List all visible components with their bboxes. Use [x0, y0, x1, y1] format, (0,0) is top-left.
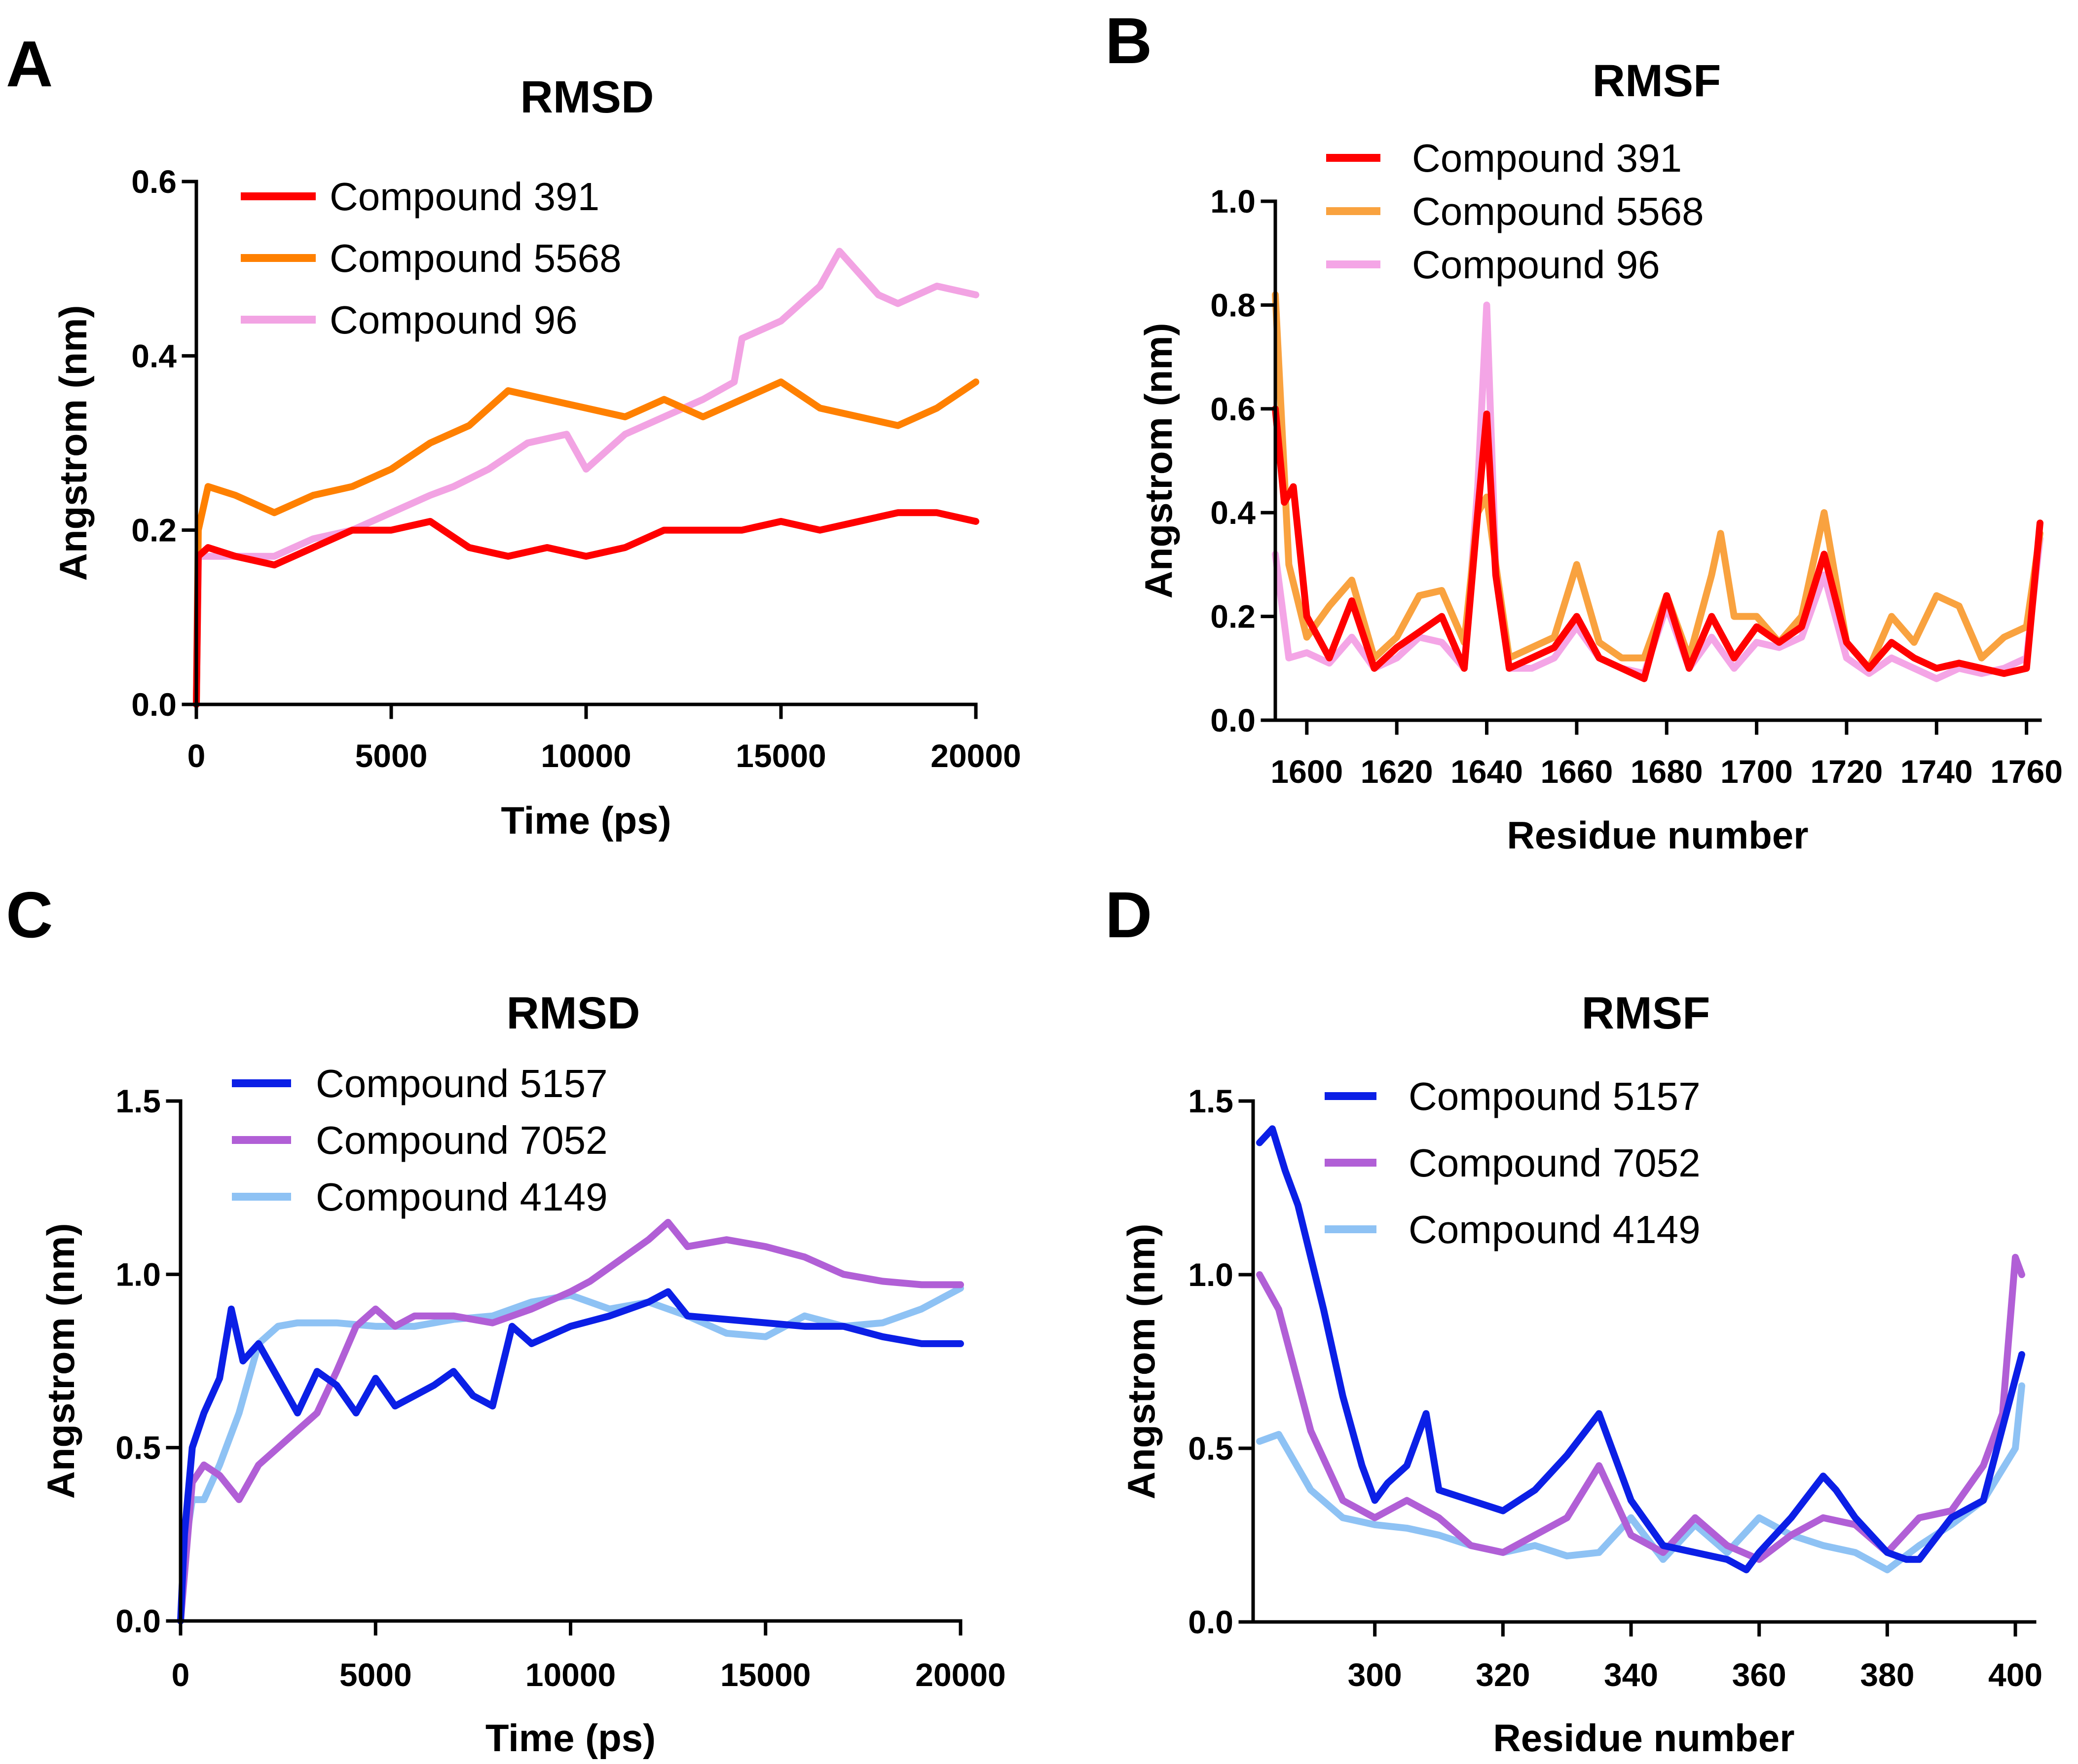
- chart-title: RMSF: [1593, 56, 1721, 106]
- y-tick-label: 1.5: [115, 1083, 161, 1119]
- legend: Compound 5157 Compound 7052 Compound 4149: [232, 1062, 608, 1219]
- x-tick-label: 1620: [1361, 753, 1433, 790]
- legend-label: Compound 96: [1412, 243, 1660, 287]
- series-group: [1272, 291, 2043, 682]
- series-line-compound-5157: [1256, 1125, 2025, 1574]
- x-tick-label: 400: [1988, 1656, 2042, 1693]
- series-line-compound-5157: [177, 1288, 964, 1624]
- chart-title: RMSF: [1582, 988, 1710, 1038]
- y-axis-label: Angstrom (nm): [1137, 323, 1180, 599]
- y-tick-label: 1.5: [1188, 1083, 1233, 1119]
- x-tick-label: 1640: [1450, 753, 1523, 790]
- y-tick-label: 0.0: [1188, 1604, 1233, 1640]
- y-tick-label: 0.0: [115, 1603, 161, 1639]
- legend: Compound 391 Compound 5568 Compound 96: [1326, 136, 1704, 287]
- x-tick-label: 5000: [339, 1656, 412, 1693]
- x-tick-label: 1680: [1631, 753, 1703, 790]
- series-line-compound-4149: [177, 1285, 964, 1624]
- panel-c: C RMSD 0.0 0.5 1.0 1.5 0 5000 10000 15000 20000 Tim…: [6, 879, 1006, 1760]
- x-tick-label: 20000: [915, 1656, 1006, 1693]
- series-line-compound-5568: [1272, 291, 2043, 672]
- legend-label: Compound 5157: [1409, 1074, 1701, 1118]
- legend-label: Compound 7052: [1409, 1141, 1701, 1185]
- panel-a: A RMSD 0.0 0.2 0.4 0.6 0 5000 10000 15000 20000 Tim…: [6, 28, 1021, 842]
- x-tick-label: 300: [1348, 1656, 1402, 1693]
- legend: Compound 5157 Compound 7052 Compound 4149: [1325, 1074, 1701, 1251]
- x-tick-label: 0: [172, 1656, 190, 1693]
- legend-label: Compound 391: [1412, 136, 1682, 180]
- y-tick-label: 0.0: [1210, 702, 1256, 738]
- x-tick-label: 380: [1860, 1656, 1914, 1693]
- series-line-compound-5568: [193, 378, 979, 708]
- x-tick-label: 10000: [541, 737, 631, 774]
- x-tick-label: 5000: [355, 737, 428, 774]
- panel-b: B RMSF 0.0 0.2 0.4 0.6 0.8 1.0 1600 1620 1640 1660 1…: [1105, 4, 2063, 857]
- panel-letter: B: [1105, 4, 1152, 77]
- y-tick-label: 0.6: [1210, 391, 1256, 427]
- y-tick-label: 0.6: [131, 163, 177, 200]
- y-tick-label: 0.2: [131, 512, 177, 549]
- y-tick-label: 1.0: [1210, 183, 1256, 220]
- x-axis-label: Residue number: [1507, 813, 1808, 857]
- series-group: [1256, 1125, 2025, 1574]
- y-tick-label: 0.0: [131, 686, 177, 723]
- x-tick-label: 360: [1732, 1656, 1786, 1693]
- y-tick-label: 0.5: [1188, 1430, 1233, 1467]
- x-tick-label: 1760: [1990, 753, 2063, 790]
- chart-title: RMSD: [507, 988, 640, 1038]
- panel-letter: A: [6, 28, 53, 100]
- x-axis-label: Residue number: [1493, 1716, 1794, 1760]
- legend-label: Compound 5157: [316, 1062, 608, 1105]
- x-tick-label: 1600: [1270, 753, 1343, 790]
- x-tick-label: 1660: [1540, 753, 1613, 790]
- x-tick-label: 1740: [1900, 753, 1973, 790]
- y-tick-label: 0.2: [1210, 598, 1256, 635]
- legend-label: Compound 96: [330, 298, 578, 342]
- series-line-compound-96: [193, 248, 979, 708]
- panel-letter: D: [1105, 879, 1152, 951]
- y-axis-label: Angstrom (nm): [51, 305, 95, 581]
- legend-label: Compound 391: [330, 175, 599, 219]
- y-axis-label: Angstrom (nm): [1119, 1224, 1163, 1500]
- legend-label: Compound 5568: [1412, 189, 1704, 233]
- y-tick-label: 1.0: [1188, 1256, 1233, 1293]
- x-tick-label: 1700: [1720, 753, 1793, 790]
- series-group: [177, 1218, 964, 1624]
- panel-letter: C: [6, 879, 53, 951]
- y-axis-label: Angstrom (nm): [39, 1223, 82, 1499]
- x-tick-label: 340: [1604, 1656, 1658, 1693]
- x-tick-label: 20000: [930, 737, 1021, 774]
- y-tick-label: 1.0: [115, 1256, 161, 1292]
- y-tick-label: 0.4: [131, 337, 177, 374]
- legend-label: Compound 4149: [316, 1175, 608, 1219]
- series-group: [193, 248, 979, 708]
- x-tick-label: 15000: [736, 737, 826, 774]
- series-line-compound-391: [193, 509, 979, 708]
- panel-d: D RMSF 0.0 0.5 1.0 1.5 300 320 340 360 380 400 Resid…: [1105, 879, 2042, 1760]
- legend: Compound 391 Compound 5568 Compound 96: [241, 175, 622, 342]
- y-tick-label: 0.8: [1210, 287, 1256, 323]
- chart-title: RMSD: [520, 72, 654, 122]
- legend-label: Compound 4149: [1409, 1208, 1701, 1251]
- x-tick-label: 320: [1476, 1656, 1530, 1693]
- series-line-compound-7052: [177, 1218, 964, 1624]
- x-tick-label: 1720: [1811, 753, 1883, 790]
- series-line-compound-4149: [1256, 1382, 2025, 1574]
- series-line-compound-391: [1272, 405, 2043, 682]
- x-axis-label: Time (ps): [485, 1716, 656, 1760]
- x-axis-label: Time (ps): [501, 799, 671, 842]
- y-tick-label: 0.5: [115, 1430, 161, 1466]
- x-tick-label: 10000: [525, 1656, 616, 1693]
- x-tick-label: 15000: [720, 1656, 811, 1693]
- y-tick-label: 0.4: [1210, 494, 1256, 531]
- series-line-compound-7052: [1256, 1253, 2025, 1563]
- legend-label: Compound 7052: [316, 1118, 608, 1162]
- x-tick-label: 0: [187, 737, 206, 774]
- legend-label: Compound 5568: [330, 236, 622, 280]
